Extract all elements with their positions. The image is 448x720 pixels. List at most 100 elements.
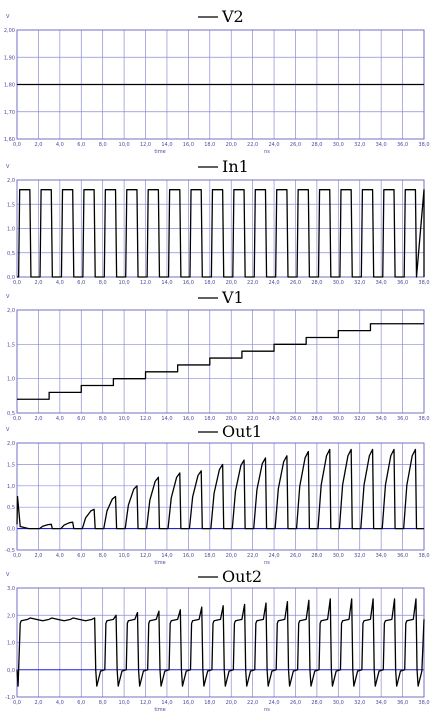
y-unit-label: V — [6, 572, 10, 578]
x-tick-label: 24,0 — [268, 553, 279, 559]
series-line-out1 — [16, 448, 424, 530]
y-tick-label: 1,60 — [4, 137, 15, 143]
x-tick-label: 34,0 — [376, 700, 387, 706]
x-tick-label: 10,0 — [119, 700, 130, 706]
y-tick-label: 1,0 — [7, 484, 15, 490]
x-tick-label: 0,0 — [13, 416, 21, 422]
x-tick-label: 14,0 — [161, 142, 172, 148]
x-tick-label: 24,0 — [268, 280, 279, 286]
x-tick-label: 12,0 — [140, 553, 151, 559]
x-tick-label: 38,0 — [418, 553, 429, 559]
y-unit-label: V — [6, 294, 10, 300]
x-tick-label: 16,0 — [183, 700, 194, 706]
x-tick-label: 8,0 — [99, 553, 107, 559]
x-tick-label: 34,0 — [376, 416, 387, 422]
y-unit-label: V — [6, 14, 10, 20]
x-tick-label: 16,0 — [183, 280, 194, 286]
x-tick-label: 36,0 — [397, 700, 408, 706]
x-tick-label: 20,0 — [226, 280, 237, 286]
x-tick-label: 10,0 — [119, 280, 130, 286]
x-tick-label: 22,0 — [247, 700, 258, 706]
series-line-v1 — [17, 323, 424, 400]
chart-panel-in1: In1 V 0,0 2,0 4,0 6,0 8,0 10,0 12,0 14,0 16,0 18,0 2… — [6, 157, 430, 286]
x-tick-label: 6,0 — [77, 142, 85, 148]
x-tick-label: 18,0 — [204, 416, 215, 422]
x-tick-label: 30,0 — [333, 416, 344, 422]
x-tick-label: 32,0 — [354, 553, 365, 559]
x-tick-label: 12,0 — [140, 700, 151, 706]
x-tick-label: 32,0 — [354, 280, 365, 286]
x-tick-label: 34,0 — [376, 280, 387, 286]
x-tick-label: 20,0 — [226, 142, 237, 148]
y-tick-label: 1,90 — [4, 55, 15, 61]
x-tick-label: 16,0 — [183, 416, 194, 422]
y-tick-label: 1,0 — [7, 227, 15, 233]
x-tick-label: 28,0 — [311, 700, 322, 706]
x-tick-label: 14,0 — [161, 280, 172, 286]
x-tick-label: 18,0 — [204, 280, 215, 286]
x-tick-label: 14,0 — [161, 553, 172, 559]
x-tick-label: 30,0 — [333, 142, 344, 148]
x-tick-label: 26,0 — [290, 142, 301, 148]
x-tick-label: 22,0 — [247, 416, 258, 422]
y-tick-label: 1,0 — [7, 377, 15, 383]
x-tick-label: 38,0 — [418, 142, 429, 148]
x-tick-label: 0,0 — [13, 553, 21, 559]
y-tick-label: 2,0 — [7, 613, 15, 619]
x-tick-label: 16,0 — [183, 142, 194, 148]
y-tick-label: 1,70 — [4, 110, 15, 116]
x-tick-label: 10,0 — [119, 142, 130, 148]
x-tick-label: 4,0 — [56, 280, 64, 286]
chart-title: V2 — [221, 7, 244, 26]
y-tick-label: 0,5 — [7, 251, 15, 257]
x-tick-label: 28,0 — [311, 416, 322, 422]
x-tick-label: 38,0 — [418, 416, 429, 422]
chart-title: Out1 — [222, 422, 262, 441]
y-tick-label: 1,5 — [7, 342, 15, 348]
x-tick-label: 36,0 — [397, 280, 408, 286]
x-tick-label: 22,0 — [247, 142, 258, 148]
x-tick-label: 30,0 — [333, 280, 344, 286]
x-tick-label: 12,0 — [140, 280, 151, 286]
x-axis-unit: ns — [264, 560, 270, 566]
x-tick-label: 38,0 — [418, 280, 429, 286]
x-tick-label: 24,0 — [268, 700, 279, 706]
y-tick-label: 0,0 — [7, 668, 15, 674]
plot-frame — [16, 587, 425, 698]
y-tick-label: 0,0 — [7, 527, 15, 533]
x-tick-label: 22,0 — [247, 280, 258, 286]
chart-panel-v1: V1 V 0,0 2,0 4,0 6,0 8,0 10,0 12,0 14,0 16,0 18,0 20… — [6, 288, 430, 422]
x-tick-label: 20,0 — [226, 553, 237, 559]
chart-title: V1 — [221, 288, 244, 307]
x-tick-label: 6,0 — [77, 553, 85, 559]
y-tick-label: 2,00 — [4, 28, 15, 34]
chart-title: In1 — [222, 157, 249, 176]
x-tick-label: 6,0 — [77, 280, 85, 286]
x-tick-label: 14,0 — [161, 416, 172, 422]
plot-frame — [16, 309, 425, 414]
x-tick-label: 30,0 — [333, 553, 344, 559]
x-tick-label: 34,0 — [376, 142, 387, 148]
x-tick-label: 34,0 — [376, 553, 387, 559]
x-tick-label: 22,0 — [247, 553, 258, 559]
x-tick-label: 2,0 — [34, 700, 42, 706]
chart-panel-out2: Out2 V 0,0 2,0 4,0 6,0 8,0 10,0 12,0 14,0 16,0 18,0… — [5, 567, 429, 713]
y-tick-label: -0,5 — [5, 548, 15, 554]
y-unit-label: V — [6, 164, 10, 170]
y-tick-label: 2,0 — [7, 308, 15, 314]
x-tick-label: 8,0 — [99, 700, 107, 706]
x-tick-label: 4,0 — [56, 142, 64, 148]
x-tick-label: 26,0 — [290, 553, 301, 559]
y-tick-label: 3,0 — [7, 586, 15, 592]
chart-panel-out1: Out1 V 0,0 2,0 4,0 6,0 8,0 10,0 12,0 14,0 16,0 18,0… — [5, 422, 429, 566]
x-tick-label: 32,0 — [354, 142, 365, 148]
x-tick-label: 8,0 — [99, 142, 107, 148]
x-tick-label: 28,0 — [311, 142, 322, 148]
x-tick-label: 0,0 — [13, 280, 21, 286]
x-tick-label: 2,0 — [34, 416, 42, 422]
x-tick-label: 28,0 — [311, 553, 322, 559]
x-tick-label: 2,0 — [34, 142, 42, 148]
x-tick-label: 8,0 — [99, 280, 107, 286]
chart-panel-v2: V2 V 0,0 2,0 4,0 6,0 8,0 10,0 12,0 14,0 16,0 18,0 20… — [4, 7, 430, 155]
y-tick-label: 0,5 — [7, 411, 15, 417]
